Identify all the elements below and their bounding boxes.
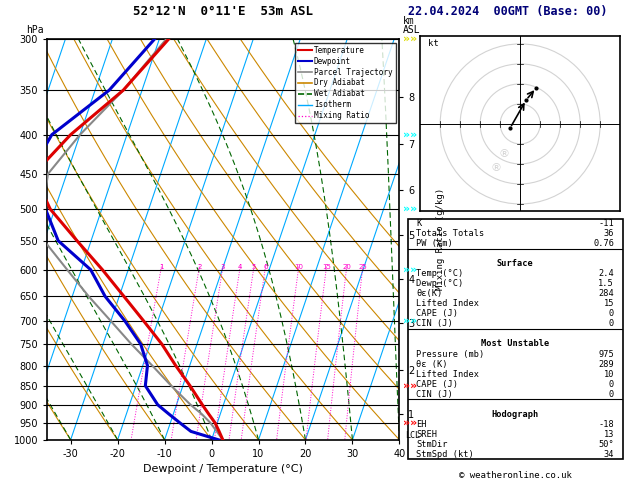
Text: Lifted Index: Lifted Index (416, 299, 479, 309)
Text: θε(K): θε(K) (416, 289, 442, 298)
Text: © weatheronline.co.uk: © weatheronline.co.uk (459, 471, 572, 480)
Text: -11: -11 (598, 219, 614, 228)
Text: 0: 0 (609, 390, 614, 399)
Text: CIN (J): CIN (J) (416, 390, 453, 399)
Text: Surface: Surface (497, 260, 533, 268)
Text: CAPE (J): CAPE (J) (416, 310, 458, 318)
Text: kt: kt (428, 39, 439, 48)
Text: EH: EH (416, 420, 426, 429)
Text: Pressure (mb): Pressure (mb) (416, 349, 484, 359)
Text: »»: »» (403, 34, 417, 44)
Text: »»: »» (403, 130, 417, 139)
Text: LCL: LCL (404, 431, 420, 440)
Text: CAPE (J): CAPE (J) (416, 380, 458, 389)
Text: 2.4: 2.4 (598, 269, 614, 278)
Text: Most Unstable: Most Unstable (481, 340, 549, 348)
Text: CIN (J): CIN (J) (416, 319, 453, 329)
Text: Temp (°C): Temp (°C) (416, 269, 464, 278)
Text: »»: »» (403, 265, 417, 275)
Text: 13: 13 (604, 430, 614, 439)
Text: 10: 10 (604, 369, 614, 379)
Text: PW (cm): PW (cm) (416, 239, 453, 248)
Text: Mixing Ratio (g/kg): Mixing Ratio (g/kg) (436, 188, 445, 291)
Text: 975: 975 (598, 349, 614, 359)
Text: 0: 0 (609, 319, 614, 329)
Text: Hodograph: Hodograph (491, 410, 539, 418)
Text: 0: 0 (609, 310, 614, 318)
Text: 15: 15 (322, 264, 331, 270)
Text: 2: 2 (197, 264, 201, 270)
Text: ®: ® (491, 163, 502, 173)
Text: »»: »» (403, 204, 417, 214)
Text: StmSpd (kt): StmSpd (kt) (416, 450, 474, 459)
Text: 25: 25 (359, 264, 367, 270)
Text: SREH: SREH (416, 430, 437, 439)
Text: 284: 284 (598, 289, 614, 298)
Text: »»: »» (403, 316, 417, 326)
Text: 1.5: 1.5 (598, 279, 614, 288)
Text: hPa: hPa (26, 25, 44, 35)
Text: 22.04.2024  00GMT (Base: 00): 22.04.2024 00GMT (Base: 00) (408, 5, 607, 18)
Text: -18: -18 (598, 420, 614, 429)
Text: 52°12'N  0°11'E  53m ASL: 52°12'N 0°11'E 53m ASL (133, 5, 313, 18)
Text: »»: »» (403, 381, 417, 391)
Text: Dewp (°C): Dewp (°C) (416, 279, 464, 288)
Legend: Temperature, Dewpoint, Parcel Trajectory, Dry Adiabat, Wet Adiabat, Isotherm, Mi: Temperature, Dewpoint, Parcel Trajectory… (295, 43, 396, 123)
Text: K: K (416, 219, 421, 228)
Text: »»: »» (403, 418, 417, 428)
Text: θε (K): θε (K) (416, 360, 448, 368)
X-axis label: Dewpoint / Temperature (°C): Dewpoint / Temperature (°C) (143, 465, 303, 474)
Text: StmDir: StmDir (416, 440, 448, 449)
Text: 50°: 50° (598, 440, 614, 449)
Text: 36: 36 (604, 229, 614, 238)
Text: 34: 34 (604, 450, 614, 459)
Text: Lifted Index: Lifted Index (416, 369, 479, 379)
Text: 20: 20 (342, 264, 351, 270)
Text: 6: 6 (263, 264, 268, 270)
Text: 289: 289 (598, 360, 614, 368)
Text: 15: 15 (604, 299, 614, 309)
Text: 4: 4 (238, 264, 242, 270)
Text: Totals Totals: Totals Totals (416, 229, 484, 238)
Text: 0: 0 (609, 380, 614, 389)
Text: 0.76: 0.76 (593, 239, 614, 248)
Text: ®: ® (499, 149, 509, 159)
Text: 3: 3 (221, 264, 225, 270)
Text: 5: 5 (252, 264, 256, 270)
Text: 10: 10 (294, 264, 303, 270)
Text: km
ASL: km ASL (403, 16, 420, 35)
Text: 1: 1 (159, 264, 164, 270)
